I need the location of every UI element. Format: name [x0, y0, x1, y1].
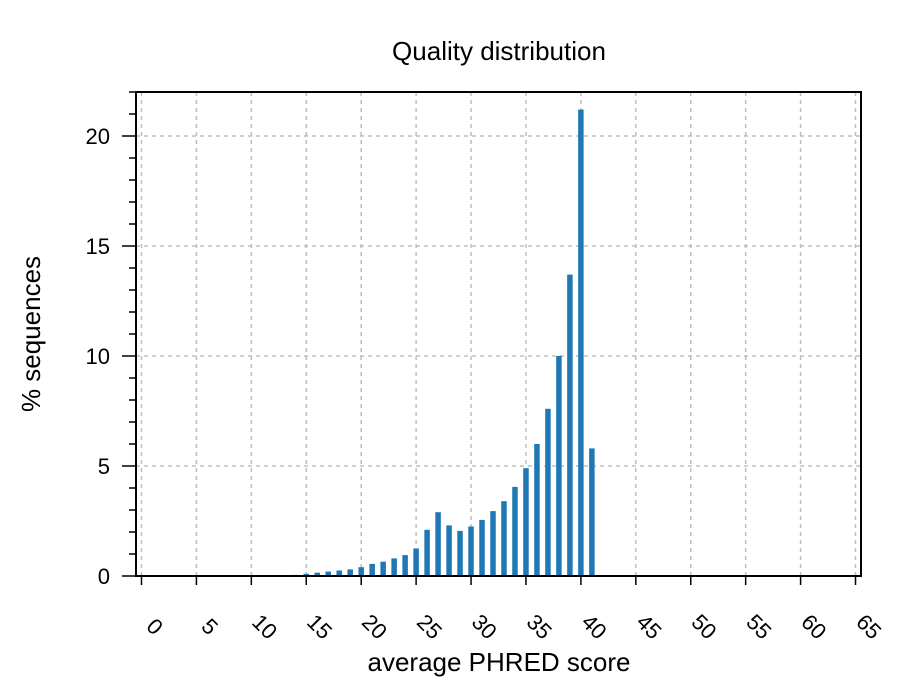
- x-tick-label: 25: [412, 609, 447, 644]
- bar: [336, 570, 342, 576]
- bar: [314, 572, 320, 576]
- bar: [545, 408, 551, 576]
- bar: [380, 561, 386, 576]
- bar: [468, 526, 474, 576]
- bar: [413, 548, 419, 576]
- y-tick-label: 20: [86, 124, 110, 149]
- bar: [512, 486, 518, 576]
- chart-title: Quality distribution: [392, 36, 606, 66]
- bar: [479, 519, 485, 576]
- y-tick-label: 10: [86, 344, 110, 369]
- bar: [457, 530, 463, 576]
- x-tick-label: 30: [467, 609, 502, 644]
- bar: [490, 511, 496, 576]
- bars: [292, 109, 595, 576]
- y-tick-label: 0: [98, 564, 110, 589]
- bar: [424, 529, 430, 576]
- bar: [556, 356, 562, 576]
- x-tick-label: 10: [247, 609, 282, 644]
- bar: [435, 512, 441, 576]
- bar: [391, 558, 397, 576]
- bar: [347, 569, 353, 576]
- x-tick-label: 55: [741, 609, 776, 644]
- grid: [136, 92, 861, 576]
- y-tick-label: 5: [98, 454, 110, 479]
- plot-frame: [135, 91, 862, 577]
- x-axis-label: average PHRED score: [368, 647, 631, 677]
- axis-ticks: [122, 91, 857, 585]
- bar: [402, 555, 408, 576]
- bar: [325, 571, 331, 576]
- x-tick-label: 50: [687, 609, 722, 644]
- bar: [358, 567, 364, 576]
- x-tick-label: 0: [142, 614, 168, 640]
- x-tick-label: 45: [632, 609, 667, 644]
- bar: [523, 468, 529, 576]
- bar: [501, 501, 507, 576]
- x-tick-label: 65: [851, 609, 886, 644]
- x-tick-label: 5: [197, 614, 223, 640]
- bar: [589, 448, 595, 576]
- x-tick-label: 60: [796, 609, 831, 644]
- x-tick-label: 20: [357, 609, 392, 644]
- bar: [369, 563, 375, 576]
- bar: [578, 109, 584, 576]
- x-tick-labels: 0 5 10 15 20 25 30 35 40 45 50 55 60 65: [142, 609, 887, 644]
- x-tick-label: 15: [302, 609, 337, 644]
- y-axis-label: % sequences: [16, 256, 46, 412]
- bar: [303, 573, 310, 576]
- bar: [567, 274, 573, 576]
- bar: [534, 444, 540, 576]
- x-tick-label: 35: [522, 609, 557, 644]
- y-tick-labels: 0 5 10 15 20: [86, 124, 110, 589]
- x-tick-label: 40: [577, 609, 612, 644]
- y-tick-label: 15: [86, 234, 110, 259]
- bar: [446, 525, 452, 576]
